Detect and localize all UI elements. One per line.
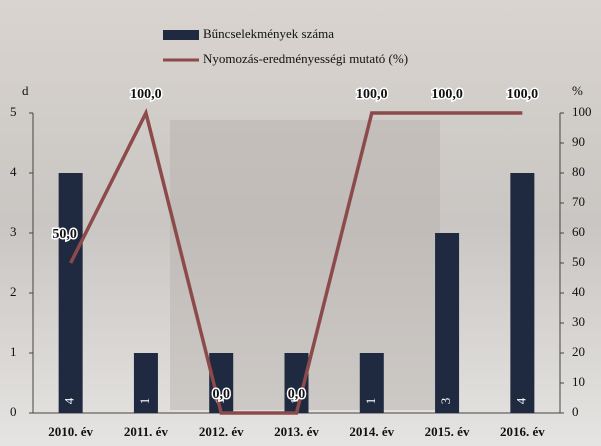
line-value-label: 0,0 xyxy=(288,387,306,402)
line xyxy=(69,108,523,415)
y2-tick-label: 90 xyxy=(572,134,585,149)
x-tick-label: 2011. év xyxy=(124,424,169,439)
legend-swatch xyxy=(163,30,199,40)
line-value-label: 0,0 xyxy=(212,387,230,402)
y2-tick-label: 10 xyxy=(572,374,585,389)
x-tick-label: 2010. év xyxy=(48,424,93,439)
y-tick-label: 4 xyxy=(10,164,17,179)
bar xyxy=(359,353,384,413)
x-tick-label: 2014. év xyxy=(349,424,394,439)
x-tick-label: 2012. év xyxy=(199,424,244,439)
y2-tick-label: 100 xyxy=(572,104,592,119)
line-value-label: 100,0 xyxy=(356,87,388,102)
y-tick-label: 1 xyxy=(10,344,17,359)
line-value-label: 100,0 xyxy=(130,87,162,102)
y-tick-label: 2 xyxy=(10,284,17,299)
y-tick-label: 3 xyxy=(10,224,17,239)
y2-tick-label: 40 xyxy=(572,284,585,299)
y-tick-label: 5 xyxy=(10,104,17,119)
bar-value-label: 4 xyxy=(513,397,528,404)
legend-label: Bűncselekmények száma xyxy=(203,26,334,41)
y-axis-label: d xyxy=(22,83,29,98)
y2-tick-label: 0 xyxy=(572,404,579,419)
bar xyxy=(435,233,460,413)
y2-tick-label: 30 xyxy=(572,314,585,329)
bar xyxy=(510,173,535,413)
bar-value-label: 1 xyxy=(137,398,152,405)
line-value-label: 100,0 xyxy=(431,87,463,102)
x-tick-label: 2015. év xyxy=(425,424,470,439)
y2-tick-label: 50 xyxy=(572,254,585,269)
y2-tick-label: 60 xyxy=(572,224,585,239)
bar-value-label: 4 xyxy=(62,397,77,404)
y-tick-label: 0 xyxy=(10,404,17,419)
y2-tick-label: 80 xyxy=(572,164,585,179)
bar xyxy=(58,173,83,413)
bar xyxy=(133,353,158,413)
legend-label: Nyomozás-eredményességi mutató (%) xyxy=(203,51,408,66)
y2-tick-label: 20 xyxy=(572,344,585,359)
bar-value-label: 1 xyxy=(287,398,302,405)
y2-axis-label: % xyxy=(572,83,583,98)
line-value-label: 100,0 xyxy=(507,87,539,102)
line-value-label: 50,0 xyxy=(52,227,77,242)
x-tick-label: 2013. év xyxy=(274,424,319,439)
bar-value-label: 3 xyxy=(438,398,453,405)
x-tick-label: 2016. év xyxy=(500,424,545,439)
y2-tick-label: 70 xyxy=(572,194,585,209)
bar-value-label: 1 xyxy=(363,398,378,405)
